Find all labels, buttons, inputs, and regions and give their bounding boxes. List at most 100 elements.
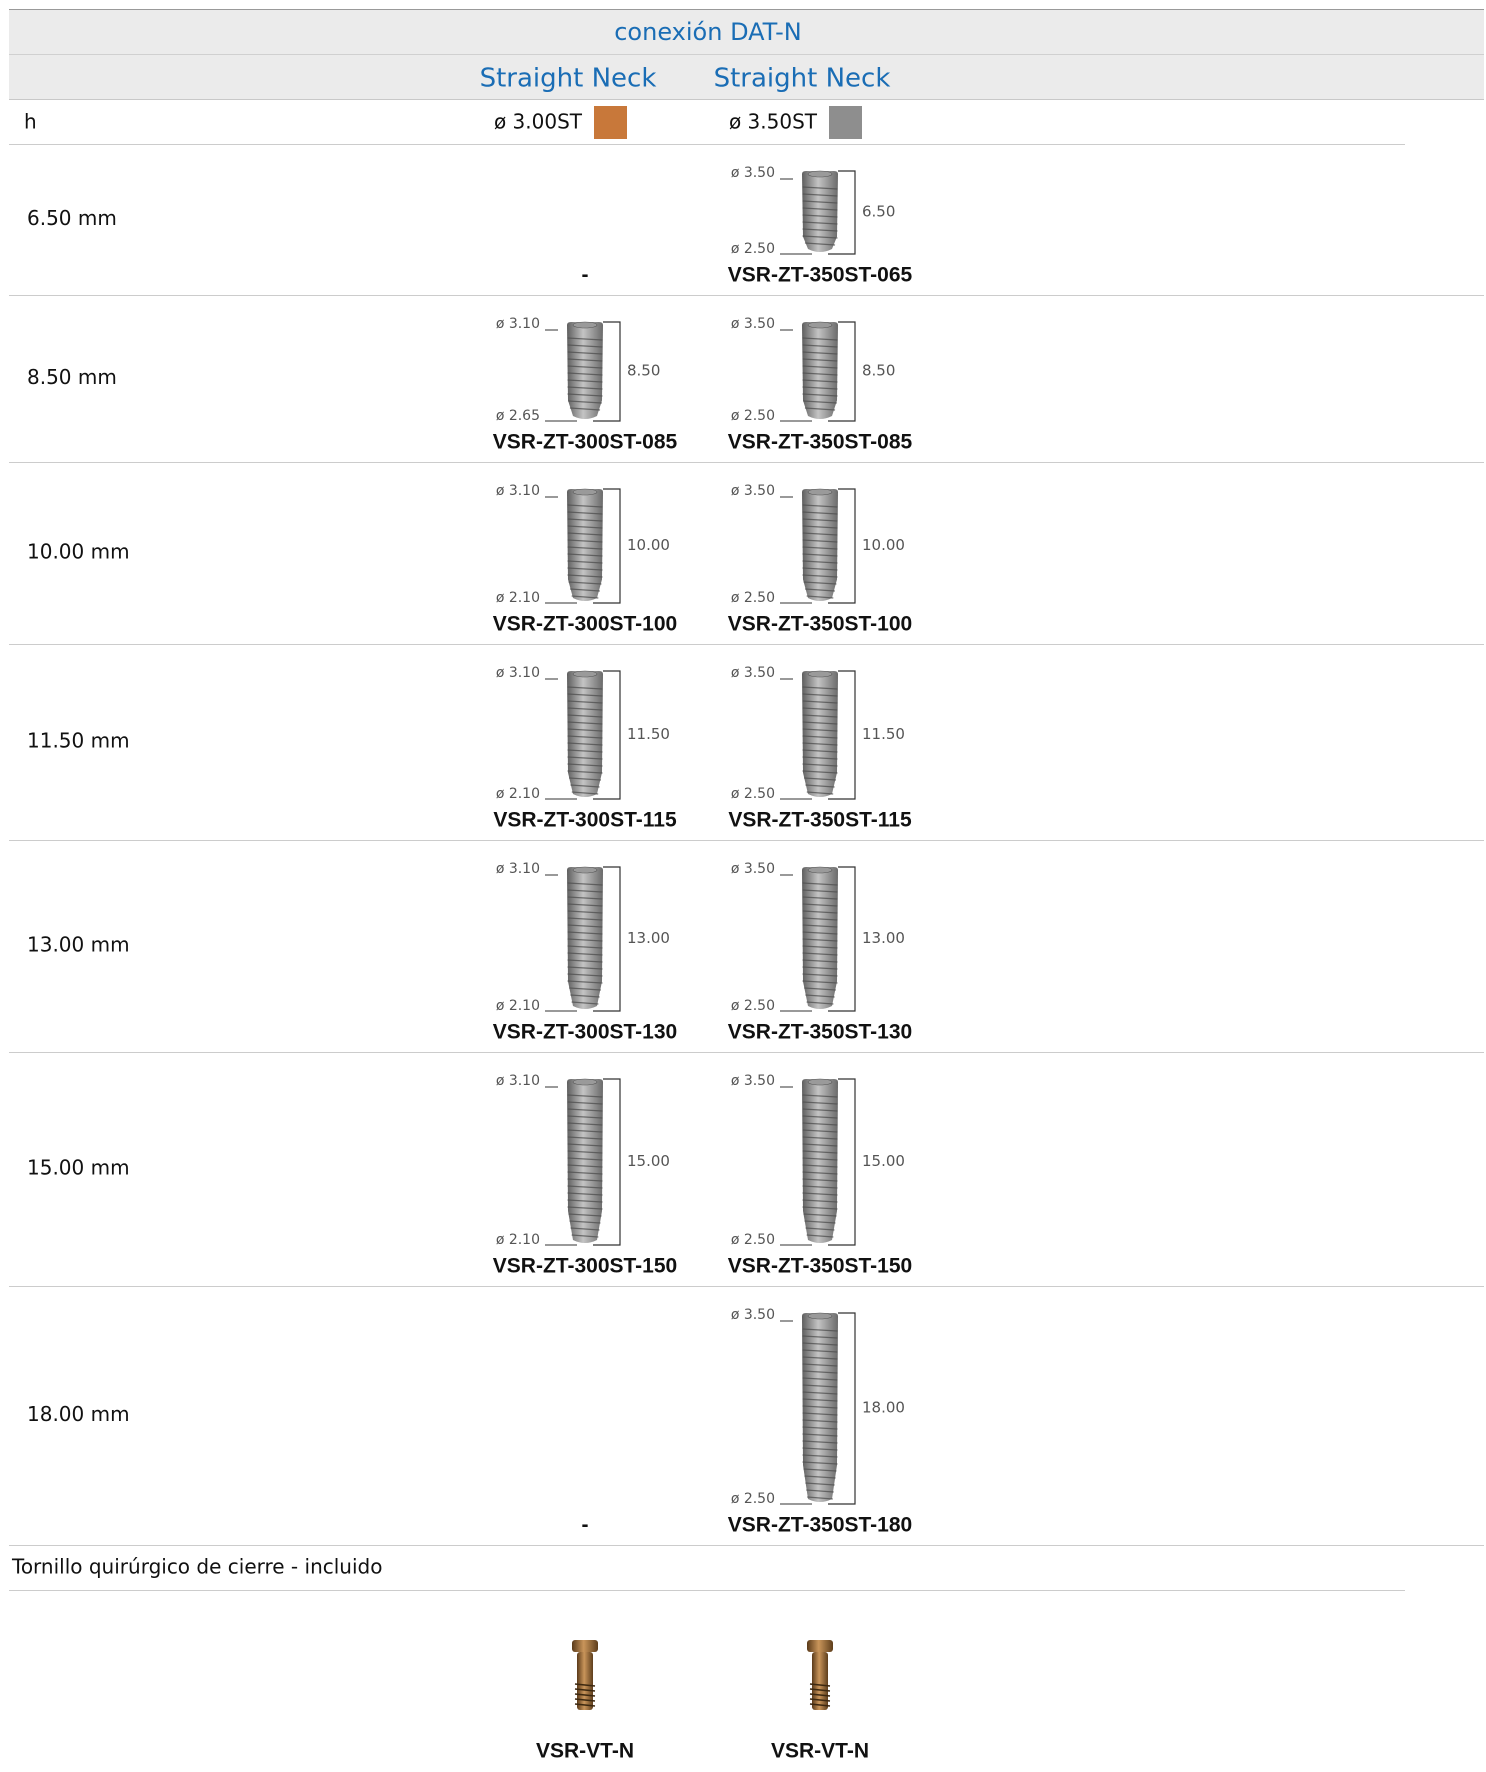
length-label: 18.00 (862, 1399, 905, 1417)
implant-thread (802, 365, 838, 369)
height-label: 15.00 mm (27, 1156, 130, 1180)
implant-thread (802, 1150, 838, 1154)
length-bracket (593, 321, 621, 422)
implant-thread (802, 358, 838, 362)
length-label: 8.50 (627, 362, 660, 380)
implant-thread (570, 1227, 600, 1231)
length-label: 13.00 (862, 929, 905, 947)
column-heading: Straight Neck (480, 64, 657, 94)
length-bracket (593, 488, 621, 604)
implant-thread (570, 994, 600, 998)
implant-thread (567, 539, 603, 543)
implant-thread (802, 1171, 838, 1175)
code: VSR-ZT-300ST-150 (493, 1255, 677, 1278)
implant-top (807, 321, 833, 329)
implant-thread (802, 546, 838, 550)
length-label: 15.00 (862, 1152, 905, 1170)
screw-head (572, 1640, 598, 1652)
implant-thread (567, 1143, 603, 1147)
bottom-diameter: ø 2.50 (731, 1491, 775, 1507)
implant-thread (802, 207, 838, 211)
screw-head (807, 1640, 833, 1652)
implant-thread (567, 365, 603, 369)
implant-thread (804, 242, 836, 246)
length-label: 13.00 (627, 929, 670, 947)
implant-thread (567, 700, 603, 704)
implant-thread (802, 567, 838, 571)
implant-thread (802, 959, 838, 963)
implant-thread (802, 1377, 838, 1381)
implant-thread (567, 1164, 603, 1168)
implant-thread (802, 973, 838, 977)
length-label: 10.00 (862, 536, 905, 554)
implant-thread (806, 1489, 834, 1493)
implant-thread (802, 186, 838, 190)
screw-label: Tornillo quirúrgico de cierre - incluido (11, 1555, 382, 1579)
implant-thread (569, 987, 601, 991)
implant-thread (567, 1178, 603, 1182)
implant-thread (802, 228, 838, 232)
implant-thread (567, 386, 603, 390)
implant-thread (802, 393, 838, 397)
implant-thread (570, 784, 600, 788)
implant-thread (567, 756, 603, 760)
implant-top (572, 321, 598, 329)
implant-thread (802, 770, 838, 774)
implant-thread (802, 386, 838, 390)
bottom-diameter: ø 2.65 (496, 408, 540, 424)
implant-top (807, 170, 833, 178)
implant-thread (802, 1433, 838, 1437)
top-diameter: ø 3.50 (731, 1073, 775, 1089)
top-diameter: ø 3.10 (496, 316, 540, 332)
color-swatch (829, 106, 862, 139)
implant-thread (567, 1101, 603, 1105)
implant (802, 867, 838, 1009)
length-label: 11.50 (627, 725, 670, 743)
implant-thread (802, 1349, 838, 1353)
implant-thread (802, 553, 838, 557)
screw-thread (574, 1688, 596, 1692)
implant-thread (802, 511, 838, 515)
implant-thread (567, 518, 603, 522)
implant (802, 322, 838, 419)
implant-top (572, 670, 598, 678)
code: VSR-ZT-300ST-085 (493, 431, 678, 454)
top-diameter: ø 3.10 (496, 483, 540, 499)
length-bracket (828, 321, 856, 422)
column-heading: Straight Neck (714, 64, 891, 94)
implant-thread (567, 896, 603, 900)
implant-thread (802, 889, 838, 893)
implant-thread (802, 1335, 838, 1339)
implant-thread (802, 1094, 838, 1098)
bottom-diameter: ø 2.50 (731, 590, 775, 606)
implant-thread (802, 221, 838, 225)
length-bracket (593, 670, 621, 800)
height-label: 13.00 mm (27, 933, 130, 957)
implant-thread (567, 1185, 603, 1189)
implant-thread (568, 1213, 602, 1217)
implant-thread (802, 693, 838, 697)
implant-thread (802, 1419, 838, 1423)
implant-thread (802, 938, 838, 942)
implant-thread (802, 1143, 838, 1147)
implant-thread (805, 1482, 835, 1486)
implant-thread (567, 1129, 603, 1133)
screw-thread (574, 1683, 596, 1687)
implant-thread (802, 214, 838, 218)
implant-thread (802, 749, 838, 753)
implant-thread (802, 1363, 838, 1367)
implant-thread (802, 1115, 838, 1119)
implant-thread (567, 931, 603, 935)
implant-thread (802, 1391, 838, 1395)
implant-thread (802, 1192, 838, 1196)
implant-thread (802, 351, 838, 355)
implant-thread (567, 1192, 603, 1196)
implant-thread (804, 1475, 836, 1479)
implant-thread (802, 721, 838, 725)
implant-thread (802, 686, 838, 690)
implant-thread (802, 1398, 838, 1402)
implant-thread (802, 1206, 838, 1210)
implant-thread (802, 931, 838, 935)
length-bracket (828, 488, 856, 604)
